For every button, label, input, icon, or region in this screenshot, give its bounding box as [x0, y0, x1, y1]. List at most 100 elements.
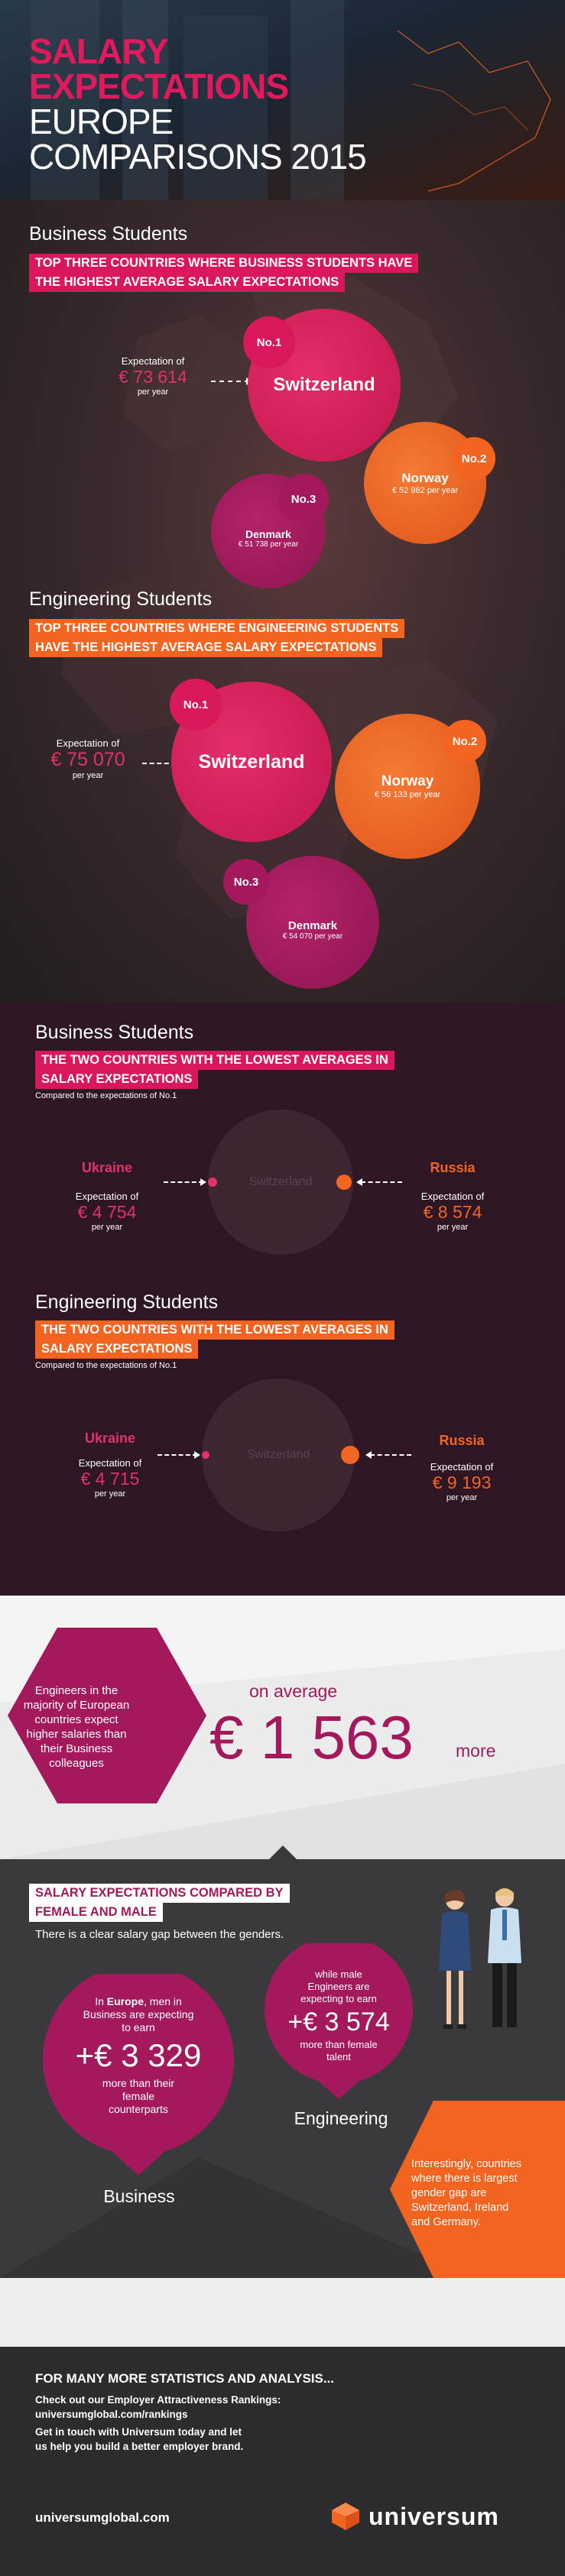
low-business-russia-dot — [336, 1175, 352, 1190]
gender-note-hexagon — [390, 2101, 565, 2278]
business-third-country: Denmark — [245, 527, 291, 540]
business-first-per-year: per year — [137, 387, 169, 397]
average-hex-line6: colleagues — [49, 1757, 104, 1770]
low-engineering-ukraine-dot — [202, 1451, 209, 1459]
title-line3: EUROPE — [29, 102, 174, 141]
low-business-ukraine-dot — [208, 1178, 217, 1187]
low-business-left-per-year: per year — [91, 1223, 123, 1232]
business-second-badge: No.2 — [453, 437, 495, 480]
footer-url[interactable]: universumglobal.com — [35, 2510, 170, 2525]
header-section: SALARY EXPECTATIONS EUROPE COMPARISONS 2… — [0, 0, 565, 200]
gender-section: SALARY EXPECTATIONS COMPARED BY FEMALE A… — [0, 1859, 565, 2278]
engineering-first-country: Switzerland — [198, 750, 305, 773]
low-engineering-right-label: Expectation of — [430, 1461, 494, 1473]
low-engineering-left-label: Expectation of — [78, 1457, 142, 1469]
gender-business-line2: Business are expecting — [83, 2008, 194, 2020]
female-male-figures — [439, 1888, 521, 2029]
low-business-left-amount: € 4 754 — [77, 1202, 137, 1222]
lowest-section: Business Students THE TWO COUNTRIES WITH… — [0, 1003, 565, 1596]
engineering-second-country: Norway — [381, 773, 434, 789]
gender-engineering-line3: expecting to earn — [300, 1993, 377, 2004]
gender-engineering-line1: while male — [315, 1968, 362, 1980]
gender-engineering-amount: +€ 3 574 — [287, 2007, 390, 2036]
low-business-highlight-line2: SALARY EXPECTATIONS — [35, 1070, 199, 1089]
footer-line3: Get in touch with Universum today and le… — [35, 2426, 242, 2438]
low-business-right-per-year: per year — [437, 1223, 469, 1232]
low-engineering-right-country: Russia — [439, 1433, 485, 1448]
low-engineering-right-amount: € 9 193 — [432, 1473, 492, 1492]
low-engineering-label: Engineering Students — [35, 1291, 219, 1313]
engineering-first-amount: € 75 070 — [50, 749, 125, 770]
low-engineering-center-circle: Switzerland — [202, 1379, 355, 1531]
gender-engineering-line2: Engineers are — [307, 1981, 370, 1992]
engineering-third-badge: No.3 — [223, 859, 269, 905]
gender-business-drop — [43, 1974, 234, 2176]
gender-business-label: Business — [103, 2186, 175, 2206]
average-hex-line3: countries expect — [34, 1713, 119, 1726]
low-business-right-amount: € 8 574 — [423, 1202, 482, 1222]
engineering-highlight-line2: HAVE THE HIGHEST AVERAGE SALARY EXPECTAT… — [29, 638, 383, 657]
gender-business-line6: counterparts — [109, 2103, 168, 2115]
average-hex-line5: their Business — [40, 1742, 113, 1755]
low-business-center-circle: Switzerland — [208, 1110, 353, 1255]
gender-engineering-line5: talent — [326, 2051, 351, 2062]
average-pointer — [269, 1845, 297, 1859]
low-business-highlight-line1: THE TWO COUNTRIES WITH THE LOWEST AVERAG… — [35, 1051, 395, 1070]
business-first-circle: Switzerland — [248, 309, 401, 462]
gender-note-line1: Interestingly, countries — [411, 2158, 521, 2170]
gender-subtitle: There is a clear salary gap between the … — [35, 1928, 284, 1941]
low-business-left-label: Expectation of — [75, 1191, 139, 1202]
average-hex-line2: majority of European — [23, 1699, 130, 1712]
business-first-expectation-label: Expectation of — [121, 355, 185, 367]
average-hexagon — [8, 1628, 206, 1803]
gender-note-line2: where there is largest — [411, 2173, 518, 2185]
low-business-right-country: Russia — [430, 1160, 476, 1175]
business-second-country: Norway — [401, 471, 449, 485]
gender-engineering-line4: more than female — [300, 2039, 378, 2050]
gender-highlight-line1: SALARY EXPECTATIONS COMPARED BY — [29, 1884, 290, 1903]
average-on-average: on average — [249, 1681, 338, 1701]
business-third-badge: No.3 — [278, 474, 329, 524]
engineering-students-label: Engineering Students — [29, 588, 213, 610]
business-third-amount: € 51 738 per year — [238, 540, 299, 549]
engineering-first-badge: No.1 — [170, 679, 222, 731]
top-three-section: Business Students TOP THREE COUNTRIES WH… — [0, 200, 565, 1003]
low-engineering-left-country: Ukraine — [84, 1431, 136, 1446]
engineering-third-country: Denmark — [287, 919, 338, 932]
low-business-center-country: Switzerland — [248, 1175, 313, 1188]
low-engineering-center-country: Switzerland — [246, 1448, 310, 1461]
footer-line2[interactable]: universumglobal.com/rankings — [35, 2409, 188, 2420]
engineering-first-per-year: per year — [72, 771, 104, 780]
business-highlight-line1: TOP THREE COUNTRIES WHERE BUSINESS STUDE… — [29, 254, 419, 273]
business-first-badge: No.1 — [243, 316, 295, 368]
low-business-left-country: Ukraine — [81, 1160, 133, 1175]
business-second-amount: € 52 962 per year — [391, 486, 459, 495]
low-engineering-left-per-year: per year — [94, 1489, 126, 1499]
gender-highlight-line2: FEMALE AND MALE — [29, 1903, 163, 1922]
low-engineering-russia-dot — [341, 1446, 359, 1464]
gender-engineering-label: Engineering — [294, 2108, 388, 2128]
business-first-country: Switzerland — [273, 374, 375, 395]
average-hex-line4: higher salaries than — [26, 1728, 127, 1741]
average-hex-line1: Engineers in the — [34, 1684, 119, 1697]
average-more: more — [456, 1741, 496, 1761]
low-business-label: Business Students — [35, 1022, 194, 1043]
gender-engineering-drop — [265, 1943, 413, 2099]
footer-line4: us help you build a better employer bran… — [35, 2441, 244, 2452]
title-line4: COMPARISONS 2015 — [29, 137, 367, 177]
low-business-right-label: Expectation of — [421, 1191, 485, 1202]
low-engineering-highlight-line1: THE TWO COUNTRIES WITH THE LOWEST AVERAG… — [35, 1320, 395, 1340]
title-line2: EXPECTATIONS — [29, 66, 289, 106]
gender-business-line3: to earn — [122, 2021, 155, 2033]
footer-section: FOR MANY MORE STATISTICS AND ANALYSIS...… — [0, 2278, 565, 2576]
universum-logo: universum — [329, 2501, 499, 2532]
average-section: Engineers in the majority of European co… — [0, 1596, 565, 1859]
gender-note-line3: gender gap are — [411, 2187, 487, 2199]
footer-headline: FOR MANY MORE STATISTICS AND ANALYSIS... — [35, 2371, 335, 2386]
gender-business-line5: female — [122, 2090, 155, 2102]
universum-logo-text: universum — [369, 2502, 499, 2530]
footer-line1: Check out our Employer Attractiveness Ra… — [35, 2394, 281, 2406]
average-amount: € 1 563 — [209, 1703, 414, 1771]
gender-note-line5: and Germany. — [411, 2216, 481, 2228]
low-engineering-left-amount: € 4 715 — [80, 1469, 140, 1489]
